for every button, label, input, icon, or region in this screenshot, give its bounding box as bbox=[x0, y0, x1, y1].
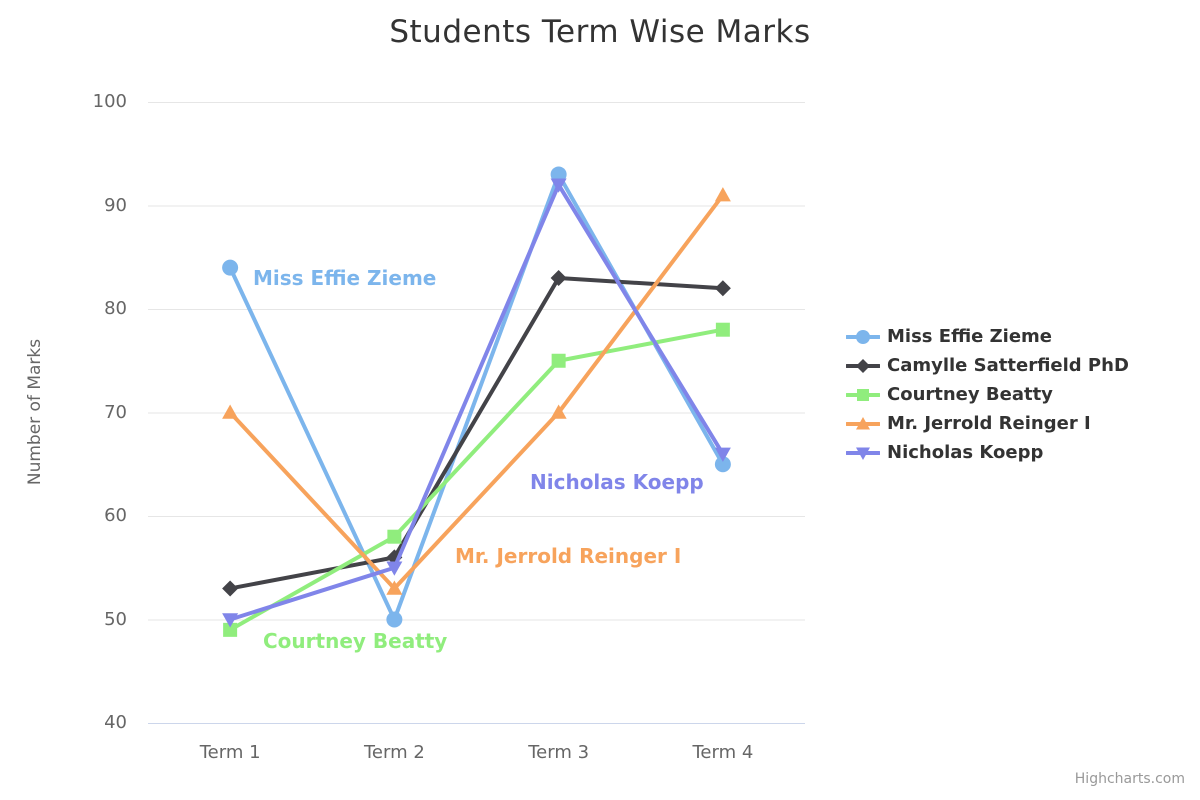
diamond-legend-icon bbox=[846, 358, 880, 373]
circle-marker[interactable] bbox=[386, 611, 403, 628]
triangle-legend-icon bbox=[846, 416, 880, 429]
circle-marker[interactable] bbox=[222, 259, 239, 276]
series-2 bbox=[222, 269, 731, 597]
y-tick-label: 80 bbox=[104, 298, 127, 319]
square-marker[interactable] bbox=[551, 353, 566, 368]
triangle-marker[interactable] bbox=[714, 187, 731, 202]
diamond-marker[interactable] bbox=[550, 269, 567, 286]
y-tick-label: 50 bbox=[104, 608, 127, 630]
y-tick-label: 100 bbox=[92, 91, 127, 112]
circle-marker[interactable] bbox=[714, 456, 731, 473]
diamond-marker[interactable] bbox=[714, 280, 731, 297]
x-tick-label: Term 1 bbox=[199, 742, 261, 763]
square-marker[interactable] bbox=[715, 322, 730, 337]
legend: Miss Effie Zieme Camylle Satterfield PhD C… bbox=[846, 322, 1129, 467]
triangle-down-marker[interactable] bbox=[386, 561, 403, 576]
legend-item-label: Nicholas Koepp bbox=[887, 442, 1044, 463]
triangle-down-marker[interactable] bbox=[222, 613, 239, 628]
y-tick-label: 60 bbox=[104, 505, 127, 526]
square-marker[interactable] bbox=[387, 529, 402, 544]
series-line bbox=[228, 193, 725, 591]
circle-legend-icon bbox=[846, 329, 880, 344]
square-legend-icon bbox=[846, 388, 880, 401]
series-inline-label: Mr. Jerrold Reinger I bbox=[455, 544, 681, 568]
triangle-marker-legend bbox=[856, 416, 870, 429]
series-line bbox=[228, 275, 725, 591]
series-4: Mr. Jerrold Reinger I bbox=[222, 187, 731, 595]
triangle-down-marker-legend bbox=[856, 447, 870, 460]
legend-item-label: Mr. Jerrold Reinger I bbox=[887, 413, 1091, 434]
chart-title: Students Term Wise Marks bbox=[389, 14, 811, 50]
legend-item-label: Camylle Satterfield PhD bbox=[887, 355, 1129, 376]
diamond-marker[interactable] bbox=[222, 580, 239, 597]
series-5: Nicholas Koepp bbox=[222, 178, 731, 628]
square-marker-legend bbox=[857, 388, 869, 401]
series-3: Courtney Beatty bbox=[223, 322, 730, 653]
legend-item-mr-jerrold-reinger-i[interactable]: Mr. Jerrold Reinger I bbox=[846, 409, 1129, 438]
series-inline-label: Miss Effie Zieme bbox=[253, 266, 436, 290]
series-line bbox=[228, 327, 725, 632]
x-tick-label: Term 2 bbox=[363, 742, 425, 763]
triangle-marker[interactable] bbox=[550, 404, 567, 419]
circle-marker-legend bbox=[856, 329, 870, 344]
triangle-down-legend-icon bbox=[846, 447, 880, 460]
y-tick-label: 90 bbox=[104, 194, 127, 216]
y-tick-label: 70 bbox=[104, 401, 127, 423]
legend-item-courtney-beatty[interactable]: Courtney Beatty bbox=[846, 380, 1129, 409]
diamond-marker-legend bbox=[856, 358, 870, 373]
triangle-down-marker[interactable] bbox=[714, 447, 731, 462]
triangle-down-marker[interactable] bbox=[550, 178, 567, 193]
legend-item-miss-effie-zieme[interactable]: Miss Effie Zieme bbox=[846, 322, 1129, 351]
y-tick-label: 40 bbox=[104, 712, 127, 733]
x-tick-label: Term 4 bbox=[692, 742, 754, 763]
legend-item-label: Miss Effie Zieme bbox=[887, 326, 1053, 347]
square-marker[interactable] bbox=[223, 622, 238, 637]
legend-item-camylle-satterfield-phd[interactable]: Camylle Satterfield PhD bbox=[846, 351, 1129, 380]
legend-item-label: Courtney Beatty bbox=[887, 384, 1053, 405]
series-line bbox=[228, 182, 725, 622]
x-tick-label: Term 3 bbox=[528, 742, 590, 763]
series-inline-label: Nicholas Koepp bbox=[530, 470, 704, 494]
series-inline-label: Courtney Beatty bbox=[263, 629, 447, 653]
legend-item-nicholas-koepp[interactable]: Nicholas Koepp bbox=[846, 438, 1129, 467]
circle-marker[interactable] bbox=[550, 166, 567, 183]
triangle-marker[interactable] bbox=[222, 404, 239, 419]
triangle-marker[interactable] bbox=[386, 580, 403, 595]
credits-link[interactable]: Highcharts.com bbox=[1074, 771, 1185, 787]
